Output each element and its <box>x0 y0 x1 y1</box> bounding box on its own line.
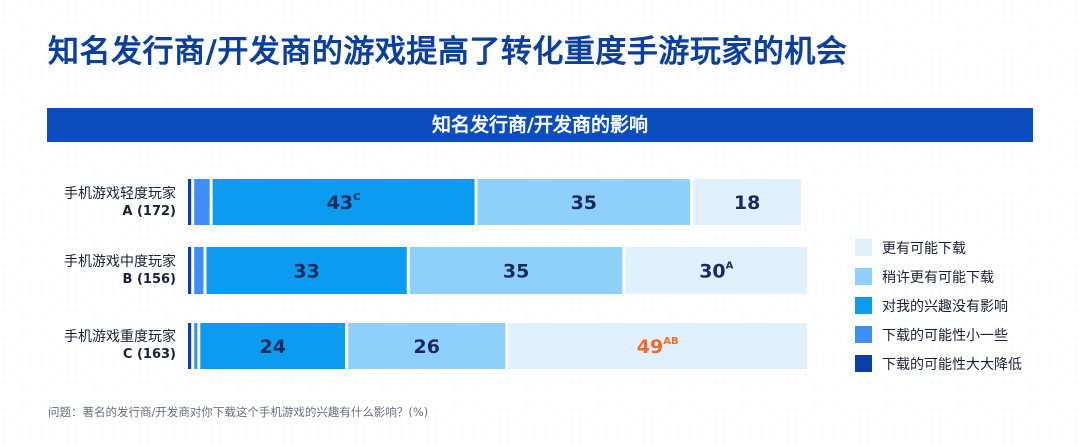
bar-segment <box>188 179 192 225</box>
legend-swatch <box>855 326 872 343</box>
category-label-heavy: 手机游戏重度玩家 C (163) <box>0 328 176 364</box>
chart-banner: 知名发行商/开发商的影响 <box>47 108 1033 142</box>
category-name: 手机游戏重度玩家 <box>64 329 176 345</box>
page-title: 知名发行商/开发商的游戏提高了转化重度手游玩家的机会 <box>48 34 848 70</box>
data-label: 33 <box>293 261 319 283</box>
bar-segment <box>409 247 623 294</box>
data-label: 24 <box>259 336 285 358</box>
bar-segment <box>477 179 691 225</box>
legend-label: 下载的可能性大大降低 <box>882 356 1022 373</box>
bar-segment <box>212 179 475 225</box>
bar-segment <box>194 323 198 369</box>
bar-segment <box>206 247 407 294</box>
bar-segment <box>625 247 808 294</box>
legend-swatch <box>855 239 872 256</box>
legend-item: 下载的可能性小一些 <box>855 320 1022 349</box>
legend-item: 对我的兴趣没有影响 <box>855 291 1022 320</box>
legend-label: 对我的兴趣没有影响 <box>882 298 1008 315</box>
bar-segment <box>348 323 506 369</box>
bar-segment <box>188 247 192 294</box>
bar-segment <box>194 179 210 225</box>
legend-swatch <box>855 297 872 314</box>
data-label: 26 <box>413 336 439 358</box>
chart-legend: 更有可能下载稍许更有可能下载 对我的兴趣没有影响 下载的可能性小一些 下载的可能性大大… <box>855 233 1022 378</box>
bar-segment <box>508 323 808 369</box>
legend-label: 下载的可能性小一些 <box>882 327 1008 344</box>
data-label: 30A <box>699 261 733 283</box>
bar-segment <box>200 323 346 369</box>
legend-item: 更有可能下载 <box>855 233 1022 262</box>
category-name: 手机游戏轻度玩家 <box>64 186 176 202</box>
legend-label: 更有可能下载 <box>882 240 966 257</box>
legend-swatch <box>855 355 872 372</box>
category-label-light: 手机游戏轻度玩家 A (172) <box>0 185 176 221</box>
data-label: 49AB <box>637 336 679 358</box>
legend-swatch <box>855 268 872 285</box>
data-label: 35 <box>503 261 529 283</box>
data-label: 43C <box>327 192 361 214</box>
bar-segment <box>188 323 192 369</box>
category-sample: A (172) <box>122 204 176 219</box>
category-name: 手机游戏中度玩家 <box>64 254 176 270</box>
category-sample: C (163) <box>122 347 176 362</box>
legend-item: 稍许更有可能下载 <box>855 262 1022 291</box>
bar-segment <box>693 179 801 225</box>
category-label-medium: 手机游戏中度玩家 B (156) <box>0 253 176 289</box>
data-label: 35 <box>571 192 597 214</box>
category-sample: B (156) <box>122 272 176 287</box>
data-label: 18 <box>734 192 760 214</box>
legend-item: 下载的可能性大大降低 <box>855 349 1022 378</box>
bar-segment <box>194 247 204 294</box>
question-footnote: 问题：著名的发行商/开发商对你下载这个手机游戏的兴趣有什么影响？(%) <box>48 405 429 419</box>
legend-label: 稍许更有可能下载 <box>882 269 994 286</box>
